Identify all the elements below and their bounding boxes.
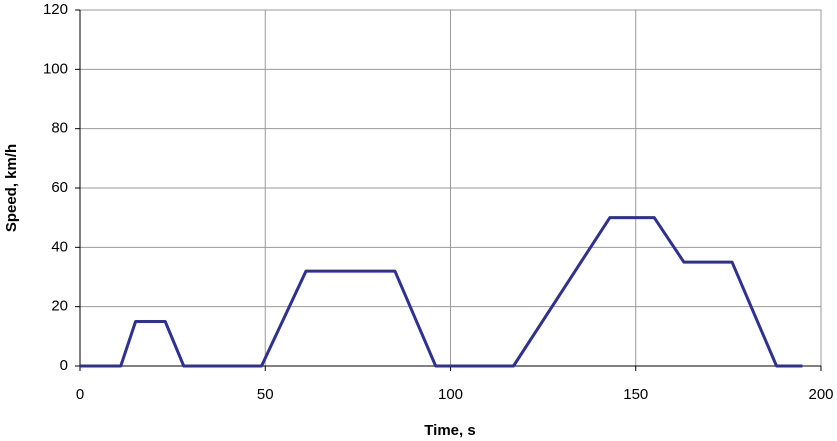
x-axis-title: Time, s [424,422,475,439]
y-tick-label: 60 [51,179,68,196]
y-tick-label: 0 [60,357,68,374]
y-tick-label: 120 [43,1,68,18]
y-tick-label: 80 [51,120,68,137]
y-axis-title: Speed, km/h [3,144,20,232]
y-tick-label: 20 [51,298,68,315]
x-tick-label: 50 [257,386,274,403]
x-tick-label: 100 [438,386,463,403]
y-tick-label: 40 [51,238,68,255]
y-tick-label: 100 [43,60,68,77]
speed-line [80,216,803,368]
x-tick-label: 200 [808,386,833,403]
x-tick-label: 150 [623,386,648,403]
x-tick-label: 0 [76,386,84,403]
